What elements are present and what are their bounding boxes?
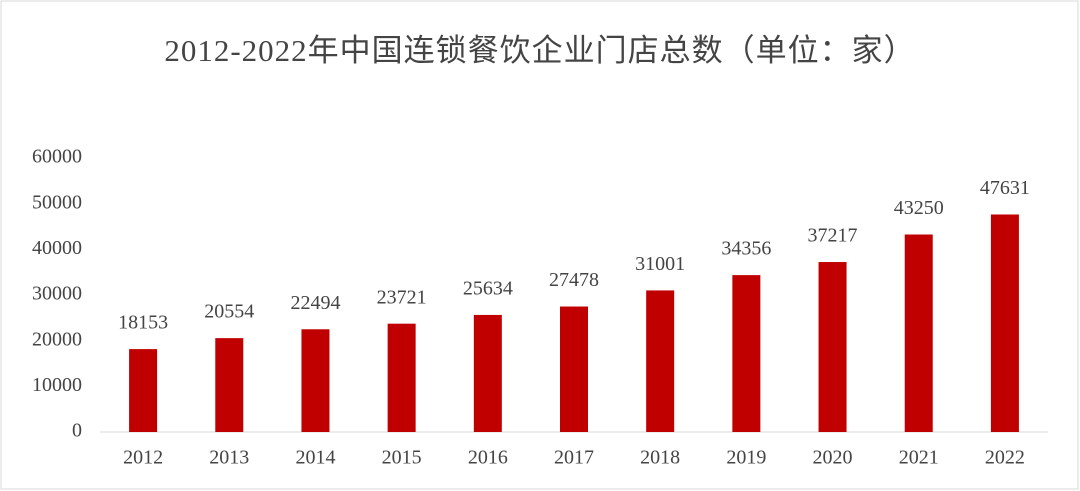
x-tick-label: 2013 bbox=[209, 447, 249, 469]
bar bbox=[646, 290, 675, 432]
y-tick-label: 50000 bbox=[32, 191, 82, 213]
data-label: 20554 bbox=[204, 301, 254, 323]
data-label: 37217 bbox=[808, 225, 858, 247]
bar bbox=[301, 329, 330, 432]
bar bbox=[129, 349, 158, 432]
data-label: 22494 bbox=[290, 292, 340, 314]
bar bbox=[818, 262, 847, 432]
data-label: 25634 bbox=[463, 278, 513, 300]
x-tick-label: 2022 bbox=[985, 447, 1025, 469]
y-tick-label: 20000 bbox=[32, 328, 82, 350]
bar bbox=[904, 234, 933, 432]
y-tick-label: 10000 bbox=[32, 374, 82, 396]
bar bbox=[473, 314, 502, 432]
x-tick-label: 2018 bbox=[640, 447, 680, 469]
data-label: 43250 bbox=[894, 197, 944, 219]
x-tick-label: 2014 bbox=[295, 447, 335, 469]
bar bbox=[215, 338, 244, 432]
y-tick-label: 30000 bbox=[32, 283, 82, 305]
data-label: 27478 bbox=[549, 269, 599, 291]
x-tick-label: 2019 bbox=[726, 447, 766, 469]
bar bbox=[387, 323, 416, 432]
y-tick-label: 60000 bbox=[32, 146, 82, 168]
data-label: 47631 bbox=[980, 177, 1030, 199]
data-label: 18153 bbox=[118, 312, 168, 334]
bar bbox=[732, 275, 761, 432]
chart-title: 2012-2022年中国连锁餐饮企业门店总数（单位：家） bbox=[164, 33, 916, 68]
y-tick-label: 0 bbox=[72, 420, 82, 442]
data-label: 23721 bbox=[377, 286, 427, 308]
bar bbox=[990, 214, 1019, 432]
bar bbox=[560, 306, 588, 432]
x-tick-label: 2016 bbox=[468, 447, 508, 469]
y-tick-label: 40000 bbox=[32, 237, 82, 259]
x-tick-label: 2015 bbox=[382, 447, 422, 469]
x-tick-label: 2021 bbox=[899, 447, 939, 469]
x-tick-label: 2017 bbox=[554, 447, 594, 469]
data-label: 31001 bbox=[635, 253, 685, 275]
x-tick-label: 2012 bbox=[123, 447, 163, 469]
data-label: 34356 bbox=[721, 238, 771, 260]
x-tick-label: 2020 bbox=[813, 447, 853, 469]
